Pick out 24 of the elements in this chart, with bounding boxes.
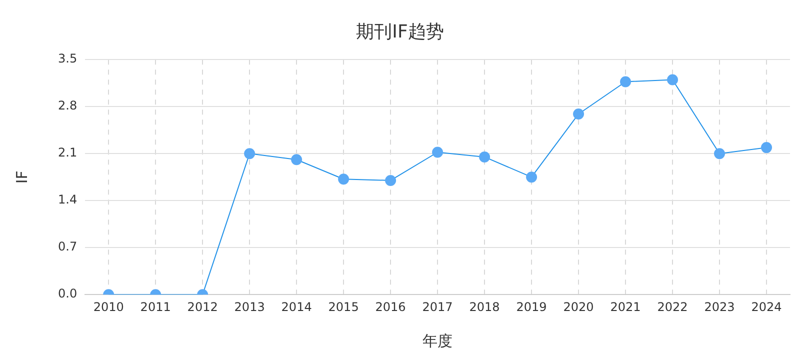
- x-tick-label: 2018: [469, 300, 500, 314]
- y-tick-label: 0.7: [58, 240, 78, 254]
- x-tick-label: 2016: [375, 300, 406, 314]
- x-tick-label: 2012: [187, 300, 218, 314]
- x-tick-label: 2010: [93, 300, 124, 314]
- y-tick-label: 0.0: [58, 286, 78, 301]
- y-tick-label: 2.8: [58, 98, 78, 113]
- x-tick-label: 2021: [610, 300, 641, 314]
- y-tick-label: 3.5: [58, 52, 78, 66]
- x-tick-label: 2024: [751, 300, 782, 314]
- x-tick-label: 2011: [140, 300, 171, 314]
- y-axis-title: IF: [12, 170, 31, 184]
- x-axis-title: 年度: [422, 332, 453, 350]
- x-tick-label: 2014: [281, 300, 312, 314]
- x-tick-label: 2020: [563, 300, 594, 314]
- chart-title: 期刊IF趋势: [356, 21, 444, 42]
- x-tick-label: 2017: [422, 300, 453, 314]
- x-tick-label: 2023: [704, 300, 735, 314]
- y-tick-label: 2.1: [58, 146, 78, 160]
- x-tick-label: 2022: [657, 300, 688, 314]
- x-tick-label: 2013: [234, 300, 265, 314]
- x-tick-label: 2019: [516, 300, 547, 314]
- y-tick-label: 1.4: [58, 192, 78, 207]
- x-tick-label: 2015: [328, 300, 359, 314]
